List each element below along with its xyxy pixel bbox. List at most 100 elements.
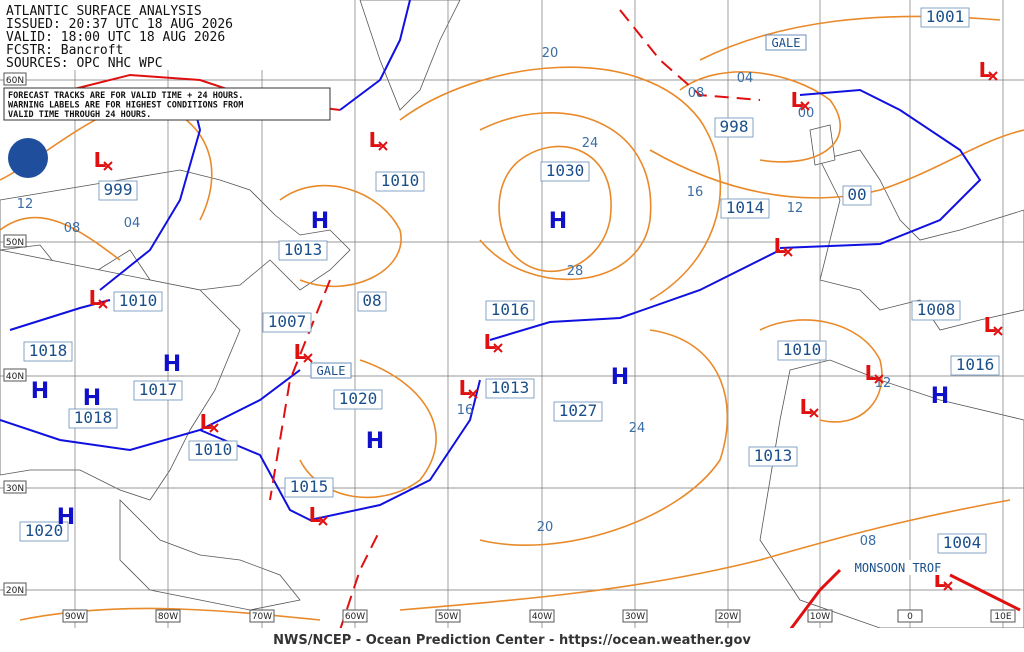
warning-label: GALE <box>772 36 801 50</box>
isobar-label: 12 <box>787 201 804 216</box>
lon-label-box <box>155 609 181 623</box>
pressure-label-box <box>333 389 383 410</box>
pressure-label: 1013 <box>284 240 323 259</box>
isobar-label: 28 <box>567 264 584 279</box>
header-line: VALID: 18:00 UTC 18 AUG 2026 <box>6 30 225 45</box>
isobar-label: 20 <box>537 520 554 535</box>
isobar <box>0 216 121 261</box>
low-x <box>874 374 884 384</box>
high-center: H <box>83 386 101 411</box>
isobar <box>399 66 722 301</box>
low-center: L <box>984 313 997 337</box>
low-center: L <box>979 58 992 82</box>
footer-bar <box>0 628 1024 652</box>
pressure-label: 1010 <box>119 291 158 310</box>
cold-front <box>489 249 781 341</box>
pressure-label: 1015 <box>290 477 329 496</box>
pressure-label: 1027 <box>559 401 598 420</box>
lon-label: 20W <box>718 612 738 622</box>
isobar <box>679 71 841 163</box>
pressure-label-box <box>937 533 987 554</box>
low-center: L <box>369 128 382 152</box>
low-center: L <box>89 286 102 310</box>
lon-label: 10W <box>810 612 830 622</box>
high-center: H <box>366 429 384 454</box>
trough <box>339 529 381 631</box>
pressure-label: 1001 <box>926 7 965 26</box>
isobar-label: 04 <box>737 71 754 86</box>
isobar-label: 08 <box>688 86 705 101</box>
isobar-label: 24 <box>629 421 646 436</box>
isobar <box>479 112 652 281</box>
pressure-label-box <box>98 180 138 201</box>
pressure-label: 1017 <box>139 380 178 399</box>
pressure-label: 1016 <box>491 300 530 319</box>
high-center: H <box>931 384 949 409</box>
lon-label-box <box>249 609 275 623</box>
isobar-label: 08 <box>860 534 877 549</box>
header-line: ATLANTIC SURFACE ANALYSIS <box>6 4 202 19</box>
notice-line: WARNING LABELS ARE FOR HIGHEST CONDITION… <box>8 101 243 111</box>
trough-label-box <box>850 560 946 575</box>
pressure-label: 1008 <box>917 300 956 319</box>
warning-box <box>310 362 352 379</box>
pressure-label-box <box>950 355 1000 376</box>
pressure-label: 1013 <box>754 446 793 465</box>
notice-line: VALID TIME THROUGH 24 HOURS. <box>8 110 151 120</box>
high-center: H <box>611 365 629 390</box>
low-x <box>800 101 810 111</box>
isobar <box>479 329 729 547</box>
pressure-label-box <box>375 171 425 192</box>
lat-label-box <box>3 368 27 382</box>
cold-front <box>339 0 411 111</box>
pressure-label-box <box>23 341 73 362</box>
lon-label-box <box>990 609 1016 623</box>
low-x <box>303 353 313 363</box>
pressure-label-box <box>262 312 312 333</box>
low-x <box>98 299 108 309</box>
isobars <box>0 15 1024 621</box>
isobar <box>498 145 612 273</box>
pressure-label: 1020 <box>25 521 64 540</box>
lat-label: 30N <box>6 484 24 494</box>
lat-label: 50N <box>6 238 24 248</box>
high-center: H <box>163 352 181 377</box>
pressure-label-box <box>284 477 334 498</box>
high-center: H <box>549 209 567 234</box>
low-x <box>103 161 113 171</box>
pressure-label-box <box>278 240 328 261</box>
isobar <box>649 129 1024 199</box>
header-line: FCSTR: Bancroft <box>6 43 123 58</box>
lon-label-box <box>622 609 648 623</box>
pressure-label: 1010 <box>783 340 822 359</box>
lon-label-box <box>342 609 368 623</box>
lat-label-box <box>3 480 27 494</box>
isobar <box>279 184 402 288</box>
isobar-label: 08 <box>64 221 81 236</box>
caribbean <box>119 499 301 611</box>
pressure-label-box <box>19 521 69 542</box>
low-x <box>783 247 793 257</box>
pressure-label: 999 <box>104 180 133 199</box>
isobar-label: 04 <box>124 216 141 231</box>
pressure-label: 1018 <box>74 408 113 427</box>
header-line: SOURCES: OPC NHC WPC <box>6 56 163 71</box>
pressure-label: 1018 <box>29 341 68 360</box>
isobar-label: 24 <box>582 136 599 151</box>
pressure-label-box <box>553 401 603 422</box>
low-center: L <box>200 410 213 434</box>
pressure-label-box <box>133 380 183 401</box>
pressure-label-box <box>720 198 770 219</box>
lon-label-box <box>897 609 923 623</box>
pressure-label-box <box>485 378 535 399</box>
cold-front <box>199 379 481 522</box>
coastlines <box>0 0 1024 629</box>
low-center: L <box>800 395 813 419</box>
greenland <box>359 0 461 111</box>
lon-label-box <box>435 609 461 623</box>
pressure-label: 00 <box>847 185 866 204</box>
pressure-label: 1010 <box>194 440 233 459</box>
usa <box>0 249 241 501</box>
pressure-label: 1030 <box>546 161 585 180</box>
lon-label: 40W <box>532 612 552 622</box>
